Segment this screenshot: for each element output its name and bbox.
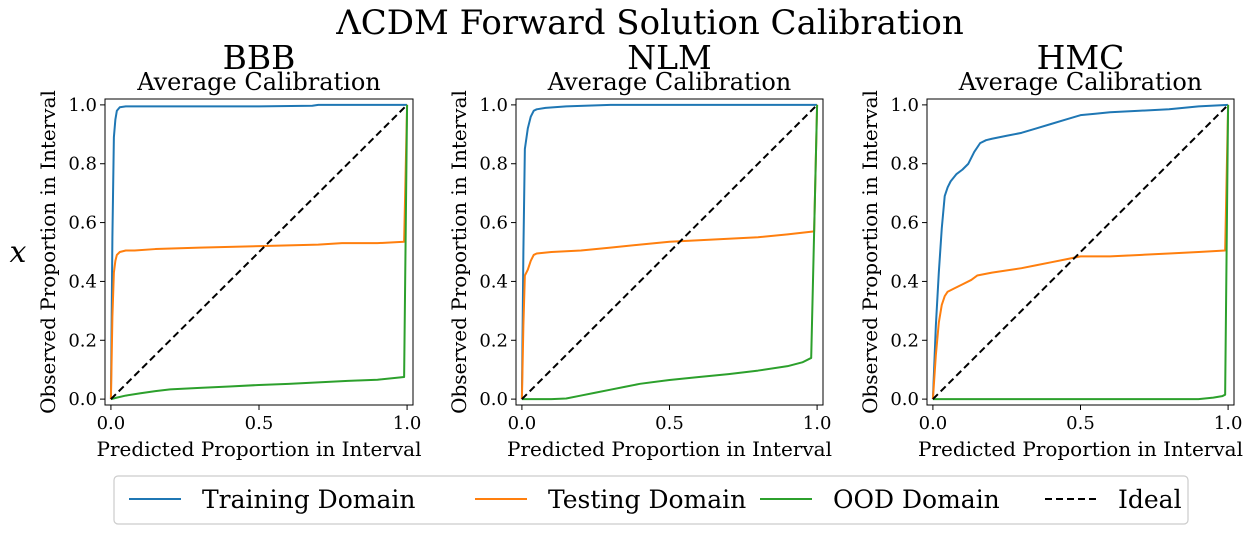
y-tick-label: 0.8 bbox=[68, 154, 97, 175]
y-axis-label: Observed Proportion in Interval bbox=[36, 90, 60, 414]
x-axis-label: Predicted Proportion in Interval bbox=[97, 437, 422, 461]
y-tick-label: 0.8 bbox=[479, 154, 508, 175]
x-tick-label: 1.0 bbox=[803, 413, 832, 434]
panel-title: BBB bbox=[223, 38, 296, 77]
x-axis-label: Predicted Proportion in Interval bbox=[507, 437, 832, 461]
series-line-testing bbox=[931, 104, 1230, 400]
y-tick-label: 1.0 bbox=[479, 95, 508, 116]
panel-title: NLM bbox=[627, 38, 712, 77]
series-group bbox=[520, 103, 819, 401]
y-tick-label: 0.0 bbox=[68, 389, 97, 410]
panel-subtitle: Average Calibration bbox=[136, 68, 381, 96]
panel-subtitle: Average Calibration bbox=[958, 68, 1203, 96]
x-tick-label: 1.0 bbox=[1214, 413, 1243, 434]
series-line-training bbox=[109, 103, 408, 400]
y-tick-label: 0.4 bbox=[479, 271, 508, 292]
y-tick-label: 0.8 bbox=[890, 154, 919, 175]
series-group bbox=[931, 103, 1230, 401]
series-line-training bbox=[931, 103, 1229, 400]
y-tick-label: 0.2 bbox=[68, 330, 97, 351]
y-tick-label: 0.2 bbox=[890, 330, 919, 351]
y-tick-label: 1.0 bbox=[890, 95, 919, 116]
y-axis-label: Observed Proportion in Interval bbox=[858, 90, 882, 414]
y-tick-label: 0.2 bbox=[479, 330, 508, 351]
y-tick-label: 0.6 bbox=[479, 213, 508, 234]
row-label: x bbox=[10, 235, 27, 270]
series-line-training bbox=[520, 103, 818, 400]
y-tick-label: 0.4 bbox=[68, 271, 97, 292]
legend-label-training: Training Domain bbox=[202, 485, 415, 514]
panel-subtitle: Average Calibration bbox=[547, 68, 792, 96]
series-line-ideal bbox=[932, 104, 1229, 400]
x-tick-label: 0.0 bbox=[97, 413, 126, 434]
series-line-ood bbox=[521, 104, 819, 401]
series-line-ideal bbox=[110, 104, 408, 400]
x-tick-label: 0.5 bbox=[1066, 413, 1095, 434]
x-tick-label: 0.5 bbox=[655, 413, 684, 434]
series-line-ood bbox=[932, 104, 1230, 401]
y-tick-label: 1.0 bbox=[68, 95, 97, 116]
legend-frame bbox=[113, 475, 1189, 525]
panel-title: HMC bbox=[1037, 38, 1125, 77]
y-tick-label: 0.6 bbox=[890, 213, 919, 234]
x-tick-label: 0.0 bbox=[508, 413, 537, 434]
legend-label-testing: Testing Domain bbox=[548, 485, 746, 514]
legend-label-ideal: Ideal bbox=[1118, 485, 1182, 514]
y-tick-label: 0.0 bbox=[890, 389, 919, 410]
y-tick-label: 0.0 bbox=[479, 389, 508, 410]
series-group bbox=[109, 103, 409, 401]
y-tick-label: 0.6 bbox=[68, 213, 97, 234]
y-tick-label: 0.4 bbox=[890, 271, 919, 292]
x-tick-label: 0.5 bbox=[245, 413, 274, 434]
series-line-testing bbox=[109, 104, 409, 400]
x-tick-label: 1.0 bbox=[393, 413, 422, 434]
y-axis-label: Observed Proportion in Interval bbox=[447, 90, 471, 414]
figure-suptitle: ΛCDM Forward Solution Calibration bbox=[335, 3, 964, 43]
x-axis-label: Predicted Proportion in Interval bbox=[918, 437, 1243, 461]
series-line-testing bbox=[520, 104, 819, 400]
series-line-ood bbox=[110, 104, 409, 401]
legend: Training Domain Testing Domain OOD Domain I… bbox=[113, 475, 1189, 525]
series-line-ideal bbox=[521, 104, 818, 400]
x-tick-label: 0.0 bbox=[919, 413, 948, 434]
legend-label-ood: OOD Domain bbox=[833, 485, 1000, 514]
